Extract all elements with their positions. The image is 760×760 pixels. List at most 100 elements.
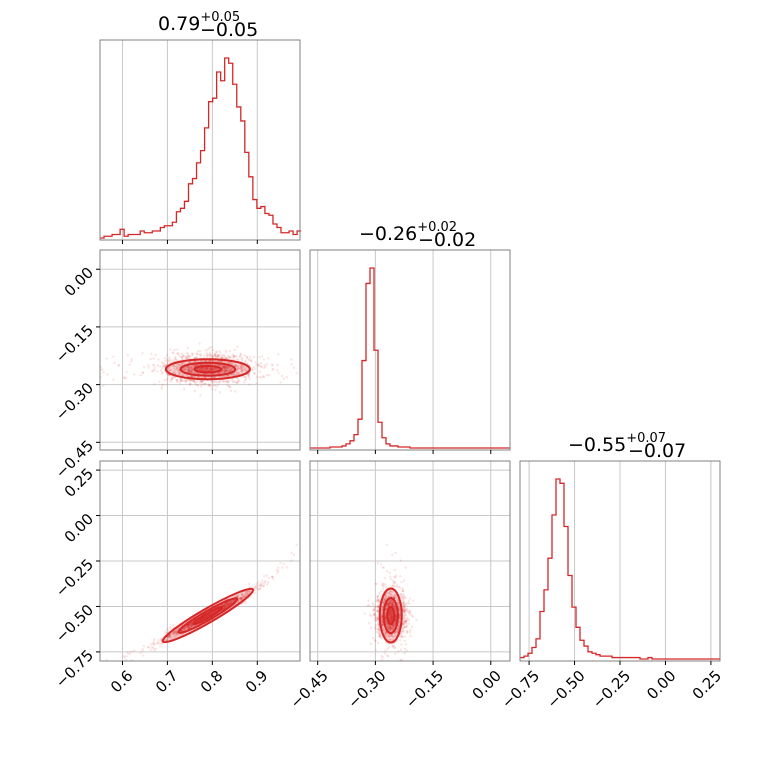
scatter-point <box>406 630 409 633</box>
scatter-point <box>215 350 219 354</box>
scatter-point <box>225 602 228 605</box>
scatter-point <box>240 593 244 597</box>
scatter-point <box>389 613 392 616</box>
scatter-point <box>112 669 114 671</box>
scatter-point <box>216 355 220 358</box>
scatter-point <box>372 608 376 612</box>
scatter-point <box>218 349 221 352</box>
scatter-point <box>389 618 393 622</box>
scatter-point <box>403 610 406 613</box>
scatter-point <box>183 626 187 630</box>
scatter-point <box>184 368 187 371</box>
scatter-point <box>199 368 203 371</box>
scatter-point <box>218 372 221 375</box>
scatter-point <box>227 365 231 369</box>
scatter-point <box>180 356 184 359</box>
scatter-point <box>401 629 405 632</box>
scatter-point <box>185 357 188 360</box>
scatter-point <box>389 626 392 629</box>
scatter-point <box>165 638 168 641</box>
scatter-point <box>240 368 243 372</box>
scatter-point <box>376 598 379 601</box>
scatter-point <box>204 382 207 385</box>
scatter-point <box>228 369 231 373</box>
scatter-point <box>222 379 226 383</box>
title-p2-value: −0.55 <box>568 434 626 456</box>
scatter-point <box>189 375 192 378</box>
scatter-point <box>378 631 382 634</box>
scatter-point <box>403 608 406 611</box>
scatter-point <box>390 615 393 619</box>
scatter-point <box>229 385 232 389</box>
scatter-point <box>209 369 212 372</box>
scatter-point <box>248 383 251 386</box>
scatter-point <box>222 354 225 357</box>
scatter-point <box>384 619 387 623</box>
x-tick-label: 0.8 <box>197 667 227 697</box>
scatter-point <box>385 608 388 611</box>
scatter-point <box>160 367 164 370</box>
scatter-point <box>389 618 393 621</box>
scatter-point <box>254 367 257 370</box>
scatter-point <box>236 595 240 598</box>
scatter-point <box>231 379 234 382</box>
scatter-point <box>176 363 179 367</box>
scatter-point <box>214 350 218 354</box>
scatter-point <box>402 615 405 618</box>
scatter-point <box>210 611 214 615</box>
scatter-point <box>259 361 263 365</box>
scatter-point <box>243 368 246 371</box>
scatter-point <box>231 600 234 604</box>
scatter-point <box>383 597 386 601</box>
scatter-point <box>395 615 398 619</box>
scatter-point <box>392 669 394 671</box>
scatter-point <box>386 603 390 606</box>
scatter-point <box>188 382 192 385</box>
scatter-point <box>237 367 240 370</box>
scatter-point <box>210 368 213 371</box>
scatter-point <box>262 584 266 588</box>
scatter-point <box>381 624 384 627</box>
scatter-point <box>374 614 377 617</box>
scatter-point <box>391 610 394 614</box>
scatter-point <box>208 353 212 356</box>
scatter-point <box>230 373 233 377</box>
scatter-point <box>245 355 249 359</box>
x-tick-label: −0.30 <box>344 667 389 712</box>
scatter-point <box>383 632 387 636</box>
scatter-point <box>295 543 298 546</box>
x-tick-label: 0.6 <box>107 667 137 697</box>
scatter-point <box>223 603 227 606</box>
scatter-point <box>173 633 176 636</box>
scatter-point <box>166 361 170 364</box>
scatter-point <box>373 613 376 616</box>
scatter-point <box>212 368 216 372</box>
title-p1-plus: +0.02 <box>417 220 457 235</box>
scatter-point <box>113 361 116 365</box>
scatter-point <box>225 367 229 370</box>
scatter-point <box>231 600 234 603</box>
scatter-point <box>169 625 172 629</box>
scatter-point <box>387 611 391 615</box>
scatter-point <box>390 627 394 630</box>
scatter-point <box>221 365 225 368</box>
scatter-point <box>229 601 233 605</box>
scatter-point <box>391 614 394 617</box>
scatter-point <box>241 595 245 598</box>
x-tick-label: −0.15 <box>402 667 447 712</box>
scatter-point <box>225 601 229 604</box>
scatter-point <box>248 586 251 589</box>
scatter-point <box>389 612 392 615</box>
scatter-point <box>376 600 379 603</box>
scatter-point <box>390 603 394 607</box>
scatter-point <box>401 589 404 593</box>
scatter-point <box>373 613 376 616</box>
scatter-point <box>163 363 166 366</box>
scatter-point <box>239 598 242 601</box>
scatter-point <box>387 627 390 630</box>
scatter-point <box>240 365 243 369</box>
scatter-point <box>225 604 228 607</box>
scatter-point <box>387 616 391 619</box>
scatter-point <box>206 367 210 370</box>
